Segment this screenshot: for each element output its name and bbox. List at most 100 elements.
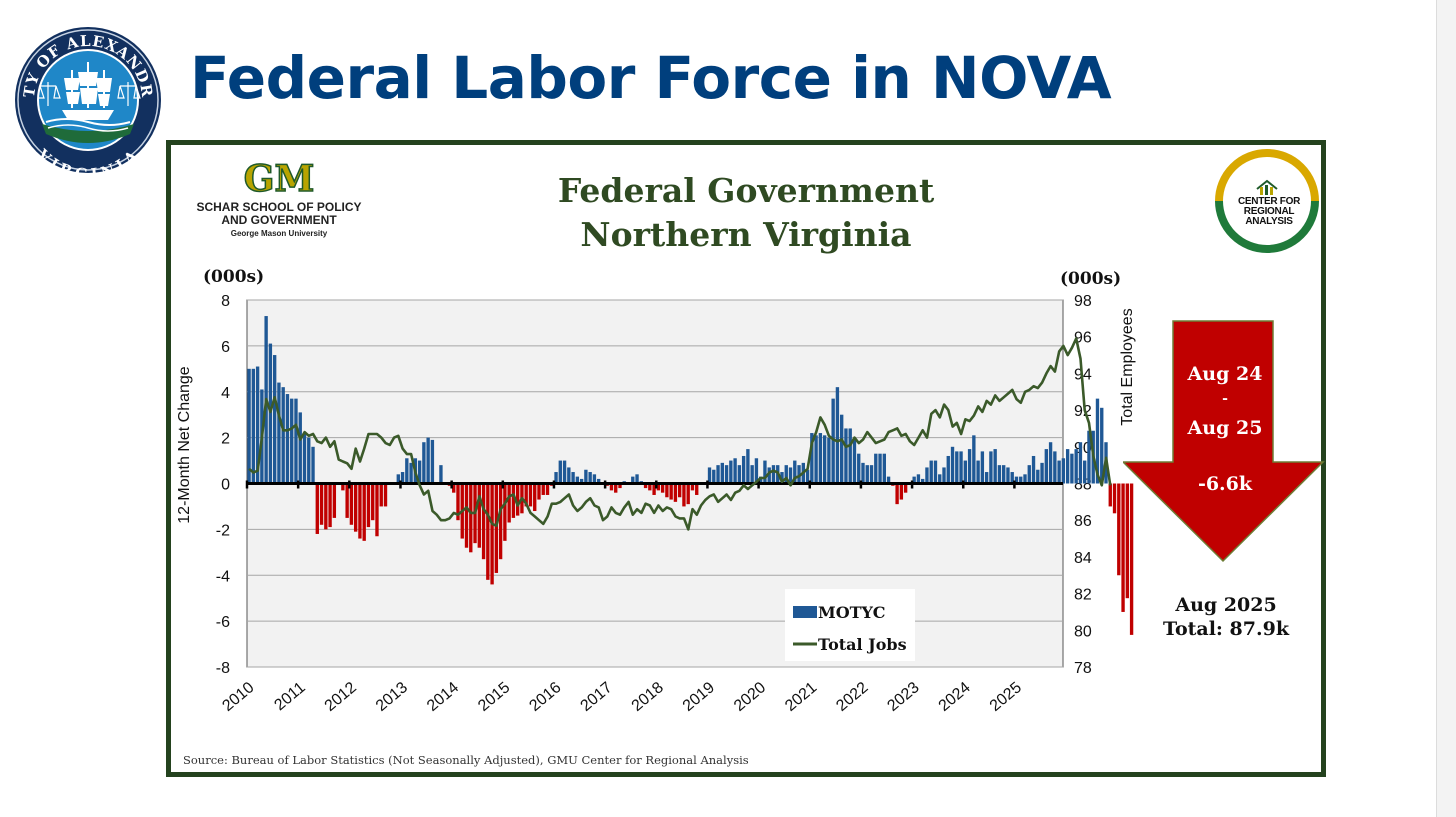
cra-name: CENTER FOR REGIONAL ANALYSIS [1229, 197, 1309, 227]
bar-motyc [1002, 465, 1006, 484]
bar-motyc [831, 398, 835, 484]
bar-motyc [822, 435, 827, 484]
bar-motyc [686, 483, 690, 505]
bar-motyc [379, 483, 383, 507]
bar-motyc [341, 483, 345, 491]
bar-motyc [609, 483, 614, 491]
bar-motyc [767, 467, 771, 484]
bar-motyc [511, 483, 516, 518]
bar-motyc [307, 437, 311, 484]
bar-motyc [737, 465, 742, 484]
bar-motyc [439, 465, 443, 484]
slide-edge [1436, 0, 1456, 817]
x-tick-label: 2017 [577, 679, 615, 715]
bar-motyc [997, 465, 1002, 484]
summary-date: Aug 2025 [1175, 594, 1277, 616]
bar-motyc [294, 398, 298, 484]
bar-motyc [673, 483, 678, 502]
bar-motyc [643, 483, 648, 489]
bar-motyc [882, 453, 886, 484]
bar-motyc [503, 483, 507, 541]
bar-motyc [827, 437, 831, 484]
gm-mark: GM [244, 158, 315, 200]
chart-title: Federal Government Northern Virginia [501, 169, 991, 257]
bar-motyc [251, 368, 256, 484]
source-note: Source: Bureau of Labor Statistics (Not … [183, 753, 749, 767]
bar-motyc [1040, 462, 1044, 484]
callout-change: -6.6k [1197, 473, 1253, 495]
bar-motyc [959, 451, 963, 484]
bar-motyc [793, 460, 797, 484]
summary-value: Total: 87.9k [1162, 618, 1289, 640]
left-tick-label: -8 [216, 660, 230, 677]
bar-motyc [422, 442, 426, 484]
bar-motyc [490, 483, 494, 585]
left-tick-label: 6 [221, 339, 230, 356]
bar-motyc [895, 483, 899, 505]
bar-motyc [665, 483, 669, 498]
bar-motyc [588, 472, 592, 484]
bar-motyc [579, 478, 584, 484]
x-tick-label: 2022 [833, 679, 871, 715]
x-tick-label: 2020 [731, 679, 769, 715]
bar-motyc [810, 433, 814, 484]
bar-motyc [1044, 449, 1049, 484]
bar-motyc [1125, 483, 1130, 599]
x-tick-label: 2013 [373, 679, 411, 715]
bar-motyc [417, 460, 422, 484]
school-line1: SCHAR SCHOOL OF POLICY [196, 200, 362, 214]
right-tick-label: 86 [1074, 513, 1092, 530]
bar-motyc [716, 465, 720, 484]
bar-motyc [328, 483, 332, 528]
bar-motyc [912, 476, 916, 484]
page-title: Federal Labor Force in NOVA [190, 44, 1112, 112]
bar-motyc [690, 483, 695, 491]
bar-motyc [290, 398, 294, 484]
left-tick-label: 4 [221, 385, 230, 402]
bar-motyc [652, 483, 656, 495]
bar-motyc [614, 483, 618, 493]
bar-motyc [729, 460, 733, 484]
bar-motyc [857, 453, 861, 484]
gmu-logo: GM SCHAR SCHOOL OF POLICY AND GOVERNMENT… [189, 153, 369, 243]
x-tick-label: 2019 [680, 679, 718, 715]
bar-motyc [869, 465, 874, 484]
cra-line3: ANALYSIS [1245, 216, 1293, 227]
bar-motyc [272, 355, 277, 484]
bar-motyc [319, 483, 324, 525]
bar-motyc [1048, 442, 1053, 484]
bar-motyc [886, 476, 891, 484]
x-tick-label: 2018 [629, 679, 667, 715]
summary-total: Aug 2025 Total: 87.9k [1156, 593, 1296, 641]
bar-motyc [1117, 483, 1121, 576]
bar-motyc [899, 483, 904, 500]
x-tick-label: 2016 [526, 679, 564, 715]
bar-motyc [771, 465, 776, 484]
bar-motyc [618, 483, 622, 489]
bar-motyc [596, 478, 601, 484]
bar-motyc [852, 437, 857, 484]
chart-title-line1: Federal Government [557, 171, 935, 210]
bar-motyc [741, 455, 746, 484]
bar-motyc [324, 483, 328, 530]
bar-motyc [984, 472, 989, 484]
left-tick-label: -4 [216, 568, 230, 585]
right-tick-label: 98 [1074, 293, 1092, 310]
bar-motyc [1112, 483, 1117, 514]
bar-motyc [972, 435, 976, 484]
bar-motyc [409, 462, 413, 484]
right-tick-label: 84 [1074, 550, 1092, 567]
right-tick-label: 78 [1074, 660, 1092, 677]
bar-motyc [456, 483, 460, 521]
bar-motyc [758, 476, 763, 484]
bar-motyc [1070, 453, 1074, 484]
bar-motyc [562, 460, 567, 484]
bar-motyc [805, 469, 810, 484]
bar-motyc [426, 437, 430, 484]
bar-motyc [366, 483, 371, 528]
legend-line-label: Total Jobs [818, 635, 907, 654]
bar-motyc [695, 483, 699, 495]
bar-motyc [1108, 483, 1112, 507]
bar-motyc [567, 467, 571, 484]
